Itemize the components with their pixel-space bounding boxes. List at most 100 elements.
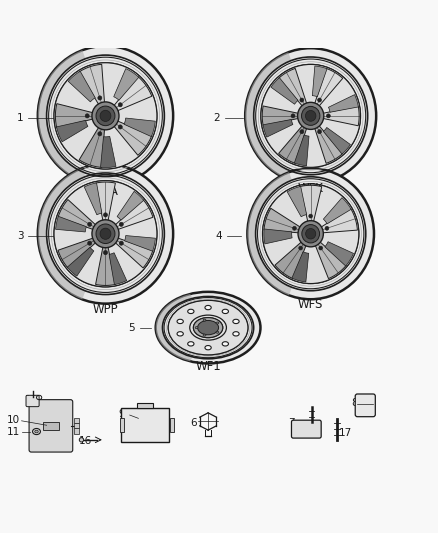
Polygon shape (117, 191, 144, 220)
Polygon shape (57, 120, 88, 142)
FancyBboxPatch shape (74, 418, 79, 423)
Ellipse shape (177, 332, 184, 336)
Text: 11: 11 (7, 426, 21, 437)
Ellipse shape (103, 251, 107, 255)
Polygon shape (279, 125, 307, 163)
Ellipse shape (92, 220, 119, 248)
FancyBboxPatch shape (355, 394, 375, 417)
Ellipse shape (305, 110, 316, 122)
Ellipse shape (195, 327, 198, 329)
Ellipse shape (54, 181, 157, 287)
Ellipse shape (299, 246, 303, 250)
Polygon shape (264, 229, 292, 244)
Polygon shape (328, 95, 358, 112)
Ellipse shape (261, 64, 360, 167)
FancyBboxPatch shape (121, 408, 169, 441)
Ellipse shape (35, 430, 38, 433)
Ellipse shape (96, 224, 115, 244)
Text: 12: 12 (25, 395, 38, 405)
Polygon shape (262, 106, 299, 126)
Ellipse shape (98, 96, 102, 100)
Ellipse shape (301, 107, 320, 125)
Polygon shape (79, 126, 105, 167)
Ellipse shape (319, 246, 323, 250)
Polygon shape (38, 168, 85, 300)
Polygon shape (314, 68, 343, 107)
Text: WFK: WFK (298, 182, 324, 195)
Ellipse shape (155, 292, 261, 364)
Ellipse shape (118, 125, 122, 129)
Ellipse shape (103, 213, 107, 217)
Text: 6: 6 (191, 418, 197, 428)
Text: WFS: WFS (298, 298, 323, 311)
Polygon shape (109, 253, 127, 285)
Ellipse shape (198, 320, 219, 335)
Ellipse shape (233, 332, 239, 336)
Ellipse shape (118, 103, 122, 107)
Text: 8: 8 (351, 398, 358, 408)
Ellipse shape (177, 319, 184, 324)
Ellipse shape (168, 301, 248, 355)
Polygon shape (323, 198, 351, 224)
Ellipse shape (306, 229, 316, 239)
Text: WF1: WF1 (195, 360, 221, 374)
Polygon shape (95, 246, 115, 286)
Ellipse shape (88, 241, 92, 245)
Polygon shape (322, 106, 359, 126)
FancyBboxPatch shape (26, 395, 39, 407)
Ellipse shape (309, 214, 313, 218)
Ellipse shape (222, 309, 229, 313)
Polygon shape (263, 119, 293, 137)
Text: WPA: WPA (92, 185, 118, 198)
Ellipse shape (247, 168, 374, 299)
Ellipse shape (297, 102, 324, 130)
Ellipse shape (96, 106, 115, 126)
Ellipse shape (216, 332, 219, 333)
Ellipse shape (205, 305, 211, 310)
Polygon shape (323, 127, 350, 154)
Ellipse shape (119, 241, 124, 245)
Ellipse shape (300, 130, 304, 134)
Ellipse shape (38, 164, 173, 304)
Text: 16: 16 (79, 436, 92, 446)
Text: 3: 3 (17, 231, 24, 241)
Text: 5: 5 (128, 324, 135, 334)
FancyBboxPatch shape (120, 418, 124, 432)
Polygon shape (275, 241, 306, 279)
Ellipse shape (88, 222, 92, 227)
Ellipse shape (293, 227, 297, 230)
Polygon shape (79, 64, 105, 105)
Ellipse shape (298, 221, 323, 247)
Ellipse shape (245, 48, 376, 183)
FancyBboxPatch shape (74, 429, 79, 434)
Polygon shape (156, 294, 192, 361)
Polygon shape (114, 69, 139, 100)
Ellipse shape (119, 222, 124, 227)
Polygon shape (115, 199, 153, 230)
Ellipse shape (300, 98, 304, 102)
Ellipse shape (188, 309, 194, 313)
Ellipse shape (302, 224, 320, 243)
FancyBboxPatch shape (291, 420, 321, 438)
Ellipse shape (38, 46, 173, 185)
Text: 4: 4 (215, 231, 223, 241)
Ellipse shape (291, 114, 295, 118)
Polygon shape (38, 50, 85, 182)
Polygon shape (271, 78, 298, 104)
Polygon shape (58, 199, 96, 230)
Polygon shape (113, 120, 152, 155)
Text: 9: 9 (119, 409, 125, 419)
FancyBboxPatch shape (137, 403, 152, 408)
Polygon shape (315, 241, 346, 279)
Polygon shape (325, 241, 353, 266)
Polygon shape (294, 135, 309, 166)
Polygon shape (58, 238, 96, 268)
Ellipse shape (100, 110, 111, 122)
Polygon shape (124, 118, 155, 136)
Polygon shape (68, 71, 95, 102)
Text: 1: 1 (17, 113, 24, 123)
Ellipse shape (318, 98, 321, 102)
Polygon shape (84, 183, 102, 215)
Text: 7: 7 (288, 418, 294, 428)
FancyBboxPatch shape (43, 422, 59, 430)
